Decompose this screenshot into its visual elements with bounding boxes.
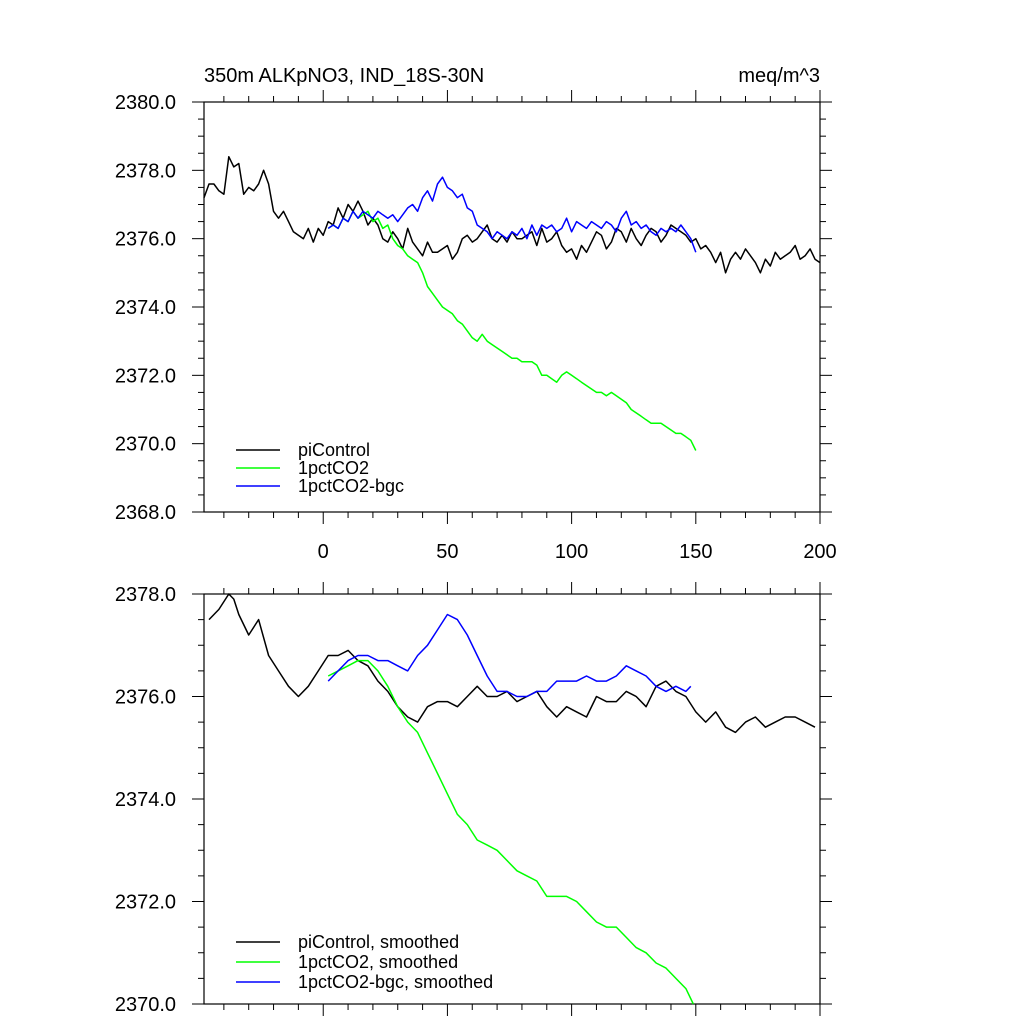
top-chart-title: 350m ALKpNO3, IND_18S-30N: [204, 65, 484, 87]
y-tick-label: 2370.0: [115, 994, 176, 1016]
y-tick-label: 2370.0: [115, 434, 176, 456]
y-tick-label: 2376.0: [115, 229, 176, 251]
series-line-1pctCO2-bgc: [327, 176, 697, 253]
y-tick-label: 2378.0: [115, 584, 176, 606]
bottom-plot-frame: [203, 593, 821, 1005]
y-tick-label: 2368.0: [115, 502, 176, 524]
series-line-1pctCO2: [327, 210, 697, 451]
y-tick-label: 2372.0: [115, 892, 176, 914]
bottom-panel: 2370.0 2372.0 2374.0 2376.0 2378.0 piControl…: [115, 582, 832, 1016]
y-tick-label: 2374.0: [115, 297, 176, 319]
y-tick-label: 2380.0: [115, 92, 176, 114]
top-chart-units: meq/m^3: [738, 65, 820, 87]
x-tick-label: 50: [436, 541, 458, 563]
legend-label: piControl, smoothed: [298, 932, 459, 952]
top-ticks: 0 50 100 150 200 2368.0 2370.0 2372.0 2374.0 2376…: [115, 90, 837, 563]
y-tick-label: 2374.0: [115, 789, 176, 811]
series-line-1pctCO2-bgc: [327, 613, 692, 698]
legend-label: 1pctCO2-bgc: [298, 476, 404, 496]
legend-label: 1pctCO2: [298, 458, 369, 478]
legend-label: 1pctCO2, smoothed: [298, 952, 458, 972]
x-tick-label: 100: [555, 541, 588, 563]
x-tick-label: 150: [679, 541, 712, 563]
x-tick-label: 0: [318, 541, 329, 563]
top-series-group: [203, 155, 821, 451]
bottom-series-group: [208, 593, 816, 1005]
series-line-1pctCO2: [327, 659, 694, 1005]
bottom-ticks: 2370.0 2372.0 2374.0 2376.0 2378.0: [115, 582, 832, 1016]
series-line-piControl: [203, 155, 821, 274]
x-tick-label: 200: [803, 541, 836, 563]
y-tick-label: 2378.0: [115, 160, 176, 182]
y-tick-label: 2376.0: [115, 687, 176, 709]
series-line-piControl: [208, 593, 816, 734]
top-plot-frame: [203, 101, 821, 513]
y-tick-label: 2372.0: [115, 365, 176, 387]
top-panel: 350m ALKpNO3, IND_18S-30N meq/m^3 0 50 100…: [115, 65, 837, 563]
legend-label: piControl: [298, 440, 370, 460]
legend-label: 1pctCO2-bgc, smoothed: [298, 972, 493, 992]
